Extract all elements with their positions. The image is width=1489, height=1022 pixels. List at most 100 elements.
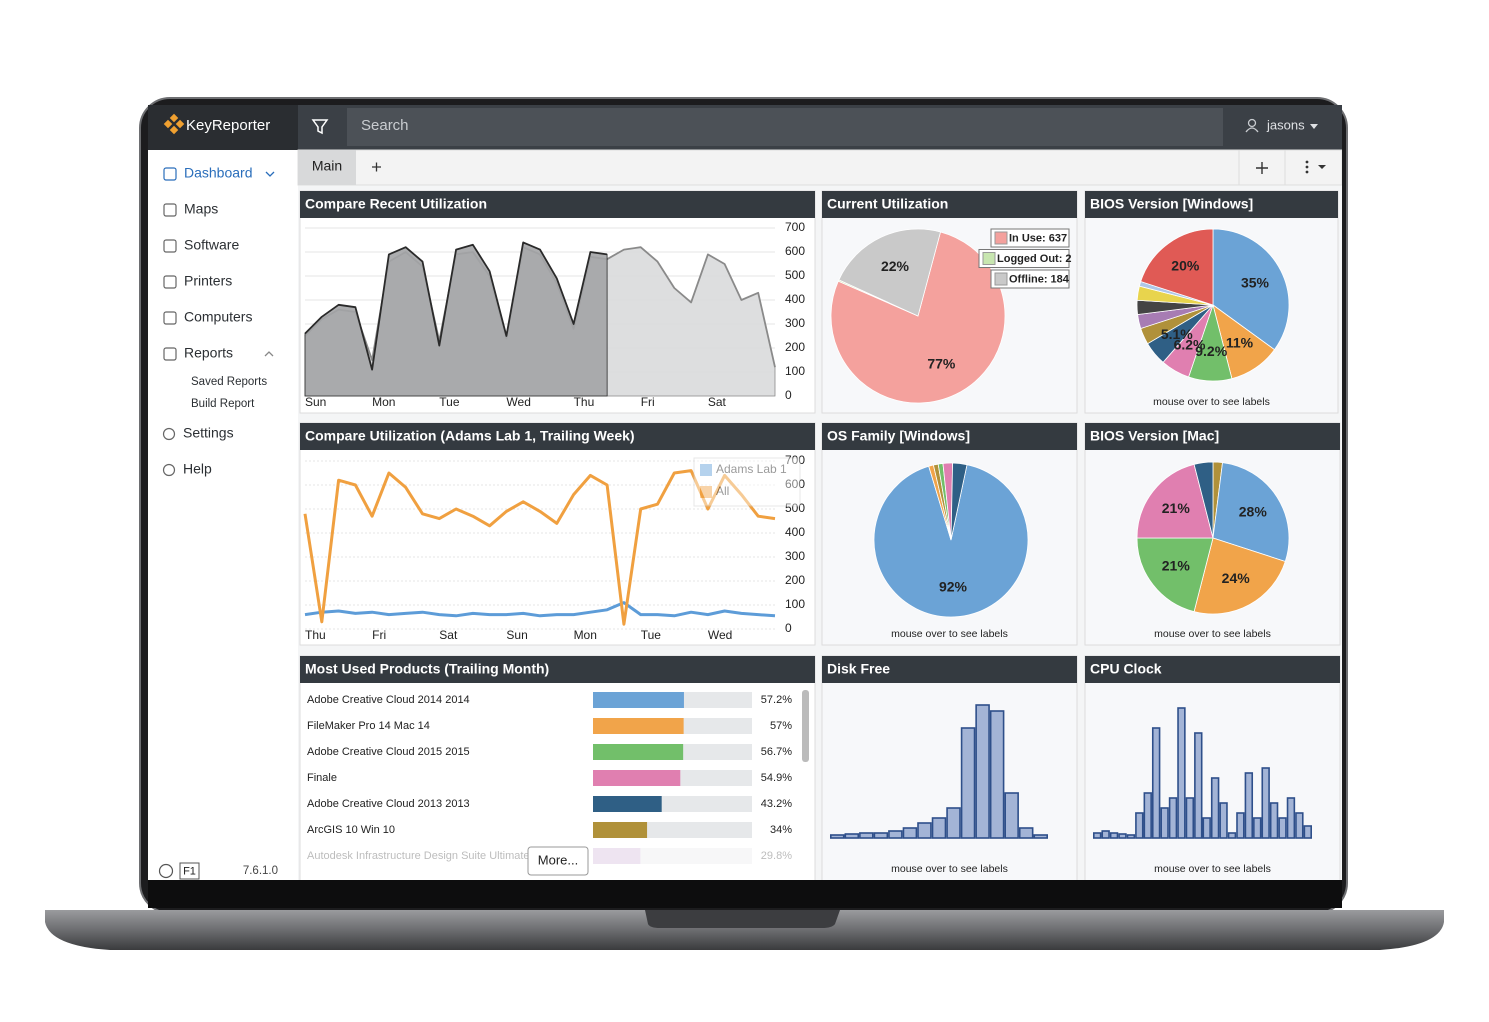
histogram-bar — [1244, 772, 1254, 839]
menu-icon — [163, 275, 177, 289]
more-button[interactable] — [527, 846, 589, 876]
app-name: KeyReporter — [186, 117, 270, 134]
histogram-bar — [1295, 812, 1304, 839]
y-tick-label: 700 — [785, 453, 805, 467]
data-label: 35% — [1241, 274, 1270, 290]
menu-item[interactable]: Settings — [183, 425, 234, 441]
legend-label: Logged Out: 2 — [997, 253, 1072, 265]
histogram-bar — [1177, 707, 1186, 839]
tab-bar — [297, 149, 1342, 186]
legend-box — [990, 228, 1070, 248]
user-caret — [1310, 124, 1318, 129]
laptop-base — [45, 910, 1444, 950]
menu-icon — [163, 239, 177, 253]
help-icon[interactable] — [158, 863, 174, 879]
histogram-bar — [1168, 797, 1178, 839]
value-label: 57.2% — [761, 694, 792, 706]
histogram-bar — [917, 822, 932, 839]
tab-label[interactable]: Main — [312, 158, 342, 174]
data-label: 21% — [1162, 500, 1191, 516]
add-widget-button[interactable] — [1256, 162, 1268, 174]
legend-box — [978, 249, 1070, 268]
data-label: 5.1% — [1161, 326, 1193, 342]
search-placeholder[interactable]: Search — [361, 117, 409, 134]
bar — [593, 770, 681, 786]
widget-body — [821, 655, 1078, 880]
search-box[interactable] — [347, 108, 1223, 146]
pie-slice — [1193, 461, 1214, 539]
x-tick-label: Wed — [506, 395, 530, 409]
widget-header — [300, 423, 815, 450]
user-icon[interactable] — [1247, 118, 1257, 128]
more-button-label[interactable]: More... — [538, 852, 578, 867]
x-tick-label: Fri — [372, 628, 386, 642]
histogram-bar — [1101, 830, 1110, 839]
bar — [593, 718, 684, 734]
histogram-bar — [1303, 825, 1313, 839]
data-label: 21% — [1162, 558, 1191, 574]
y-tick-label: 0 — [785, 621, 792, 635]
pie-slice — [838, 228, 942, 317]
screen: KeyReporter Search jasons Dashboard Maps S… — [148, 105, 1342, 880]
menu-item[interactable]: Dashboard — [184, 165, 253, 181]
submenu-item[interactable]: Build Report — [191, 398, 255, 410]
add-tab-button[interactable] — [372, 162, 381, 172]
histogram-bar — [1210, 777, 1220, 839]
y-tick-label: 400 — [785, 525, 805, 539]
value-label: 29.8% — [761, 850, 792, 862]
menu-item[interactable]: Reports — [184, 345, 233, 361]
user-name[interactable]: jasons — [1266, 117, 1305, 132]
histogram-bar — [1236, 812, 1245, 839]
widget-body — [1084, 655, 1341, 880]
menu-icon — [163, 167, 177, 181]
legend-swatch — [982, 252, 996, 265]
widget-header — [822, 423, 1077, 450]
value-label: 34% — [770, 824, 792, 836]
widget-title: BIOS Version [Mac] — [1090, 428, 1219, 444]
data-label: 9.2% — [1195, 343, 1227, 359]
pie-slice — [873, 464, 1029, 618]
product-name: Autodesk Infrastructure Design Suite Ult… — [307, 850, 530, 862]
menu-icon — [162, 427, 176, 441]
histogram-bar — [1202, 817, 1211, 839]
dashboard: Compare Recent Utilization 0 100 200 300 400 5… — [299, 190, 1341, 880]
value-label: 56.7% — [761, 746, 792, 758]
menu-icon — [163, 347, 177, 361]
pie-slice — [1140, 228, 1214, 306]
x-tick-label: Sat — [439, 628, 458, 642]
menu-button[interactable] — [1305, 160, 1326, 174]
widget: BIOS Version [Mac] mouse over to see labe… — [1084, 422, 1341, 646]
product-name: Adobe Creative Cloud 2014 2014 — [307, 694, 470, 706]
y-tick-label: 300 — [785, 549, 805, 563]
logo-dot — [163, 119, 173, 129]
caret — [1318, 165, 1326, 169]
menu-item[interactable]: Help — [183, 461, 212, 477]
laptop-notch — [645, 910, 840, 928]
y-tick-label: 0 — [785, 388, 792, 402]
menu-item[interactable]: Computers — [184, 309, 252, 325]
menu-item[interactable]: Software — [184, 237, 239, 253]
product-row: Adobe Creative Cloud 2015 2015 56.7% — [307, 744, 792, 760]
menu-item[interactable]: Printers — [184, 273, 232, 289]
histogram-bar — [1093, 832, 1102, 839]
submenu-item[interactable]: Saved Reports — [191, 376, 267, 388]
y-tick-label: 600 — [785, 244, 805, 258]
widget: Compare Recent Utilization 0 100 200 300 400 5… — [299, 190, 816, 414]
menu-icon — [163, 311, 177, 325]
product-name: FileMaker Pro 14 Mac 14 — [307, 720, 430, 732]
menu-item[interactable]: Maps — [184, 201, 218, 217]
histogram-bar — [1118, 833, 1127, 839]
filter-icon[interactable] — [311, 119, 329, 135]
y-tick-label: 100 — [785, 364, 805, 378]
histogram-bar — [1018, 827, 1034, 839]
pie-slice — [1136, 463, 1214, 539]
tab[interactable] — [298, 150, 356, 185]
histogram-bar — [1135, 812, 1144, 839]
x-tick-label: Fri — [641, 395, 655, 409]
series-line — [304, 241, 608, 371]
histogram-bar — [1253, 817, 1262, 839]
y-tick-label: 600 — [785, 477, 805, 491]
dot — [1305, 160, 1309, 164]
widget-caption: mouse over to see labels — [1154, 628, 1271, 640]
x-tick-label: Tue — [641, 628, 662, 642]
